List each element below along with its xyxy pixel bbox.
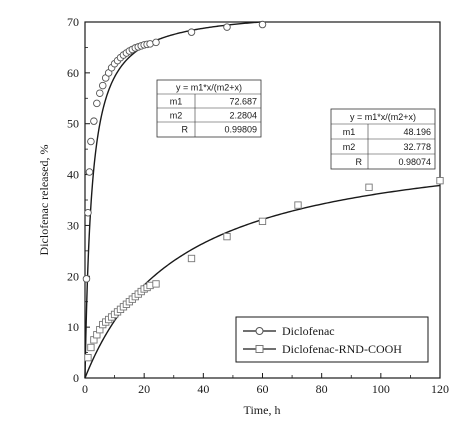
data-point-circle [187, 28, 196, 36]
fit-equation: y = m1*x/(m2+x) [176, 83, 242, 93]
data-point-circle [82, 275, 91, 283]
fit-param-label: m2 [170, 111, 183, 121]
data-point-square [187, 254, 196, 263]
y-tick-label: 70 [67, 15, 79, 29]
y-tick-label: 10 [67, 320, 79, 334]
y-tick-label: 20 [67, 269, 79, 283]
data-point-circle [96, 89, 104, 97]
legend: Diclofenac Diclofenac-RND-COOH [235, 316, 429, 363]
data-point-circle [87, 137, 95, 146]
x-axis-label: Time, h [244, 403, 281, 417]
legend-marker-square [255, 345, 264, 353]
fit-param-label: R [356, 157, 363, 167]
fit-equation: y = m1*x/(m2+x) [350, 112, 416, 122]
data-point-square [223, 232, 231, 241]
fit-param-value: 32.778 [403, 142, 431, 152]
y-axis-label: Diclofenac released, % [37, 145, 51, 256]
fit-param-value: 0.99809 [224, 125, 257, 135]
x-tick-label: 40 [197, 382, 209, 396]
legend-label-diclofenac-rnd-cooh: Diclofenac-RND-COOH [282, 342, 402, 356]
data-point-circle [93, 99, 101, 108]
fit-param-value: 72.687 [229, 97, 257, 107]
data-point-square [152, 280, 160, 288]
data-point-circle [84, 208, 92, 217]
x-tick-label: 20 [138, 382, 150, 396]
fit-table-diclofenac: y = m1*x/(m2+x) m1 72.687 m2 2.2804 R 0.… [156, 79, 262, 138]
x-tick-label: 100 [372, 382, 390, 396]
data-point-square [258, 217, 267, 226]
x-tick-label: 120 [431, 382, 449, 396]
fit-param-value: 0.98074 [398, 157, 431, 167]
fit-table-diclofenac-rnd-cooh: y = m1*x/(m2+x) m1 48.196 m2 32.778 R 0.… [330, 108, 436, 170]
fit-curve-series-1 [84, 184, 441, 379]
x-tick-label: 60 [257, 382, 269, 396]
y-tick-label: 40 [67, 168, 79, 182]
data-points [82, 20, 444, 362]
data-point-square [294, 201, 302, 209]
fit-param-value: 2.2804 [229, 111, 257, 121]
legend-label-diclofenac: Diclofenac [282, 324, 335, 338]
fit-param-label: m1 [343, 127, 356, 137]
data-point-circle [152, 38, 160, 47]
legend-marker-circle [255, 327, 264, 335]
fit-param-label: R [182, 125, 189, 135]
y-tick-label: 30 [67, 218, 79, 232]
fit-param-label: m2 [343, 142, 356, 152]
x-tick-label: 80 [316, 382, 328, 396]
y-tick-label: 60 [67, 66, 79, 80]
data-point-circle [223, 23, 231, 31]
data-point-square [365, 183, 373, 191]
y-tick-label: 0 [73, 371, 79, 385]
data-point-circle [90, 117, 98, 125]
data-point-circle [85, 168, 94, 176]
fit-param-label: m1 [170, 97, 183, 107]
data-point-circle [98, 81, 107, 90]
x-tick-label: 0 [82, 382, 88, 396]
data-point-square [436, 177, 444, 185]
fit-param-value: 48.196 [403, 127, 431, 137]
data-point-square [87, 343, 95, 352]
y-tick-label: 50 [67, 117, 79, 131]
data-point-circle [258, 20, 267, 29]
x-axis-ticks: 0 20 40 60 80 100 120 [82, 373, 449, 396]
data-point-square [84, 354, 92, 362]
y-axis-ticks: 0 10 20 30 40 50 60 70 [67, 15, 90, 385]
data-point-square [146, 281, 154, 290]
